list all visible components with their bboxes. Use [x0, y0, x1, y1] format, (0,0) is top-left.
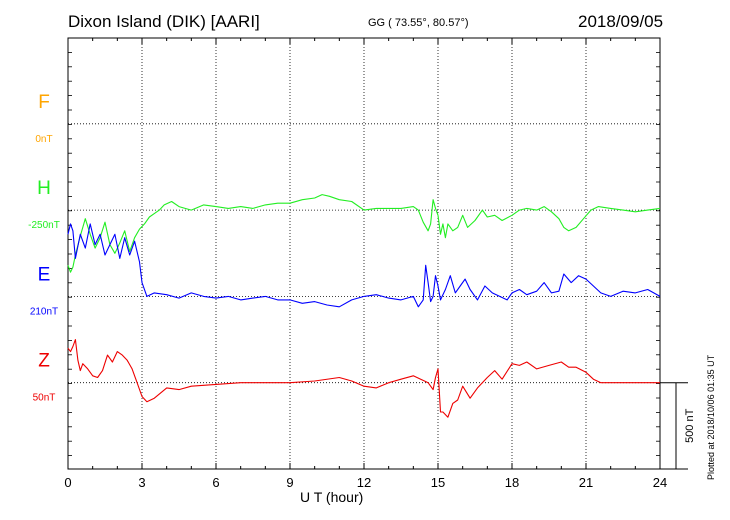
x-tick-label: 9 — [286, 475, 293, 490]
x-tick-label: 18 — [505, 475, 519, 490]
date-label: 2018/09/05 — [578, 12, 664, 31]
series-z-line — [67, 339, 660, 418]
x-tick-label: 3 — [138, 475, 145, 490]
scale-bar-label: 500 nT — [684, 408, 696, 443]
station-title: Dixon Island (DIK) [AARI] — [68, 12, 260, 31]
channel-z-baseline: 50nT — [33, 393, 56, 404]
x-axis-title: U T (hour) — [300, 489, 364, 505]
x-tick-label: 15 — [431, 475, 445, 490]
x-tick-label: 24 — [653, 475, 667, 490]
channel-h-baseline: -250nT — [28, 220, 60, 231]
channel-f-letter: F — [38, 92, 50, 113]
x-tick-label: 6 — [212, 475, 219, 490]
channel-h-letter: H — [37, 178, 51, 199]
channel-f-baseline: 0nT — [35, 134, 52, 145]
series-h-line — [67, 194, 661, 273]
x-tick-label: 21 — [579, 475, 593, 490]
channel-e-letter: E — [38, 264, 51, 285]
series-e-line — [67, 223, 661, 308]
x-tick-label: 12 — [357, 475, 371, 490]
station-coordinates: GG ( 73.55°, 80.57°) — [368, 17, 469, 29]
x-tick-label: 0 — [64, 475, 71, 490]
plotted-timestamp: Plotted at 2018/10/06 01:35 UT — [706, 354, 716, 480]
channel-e-baseline: 210nT — [30, 306, 58, 317]
channel-z-letter: Z — [38, 351, 50, 372]
